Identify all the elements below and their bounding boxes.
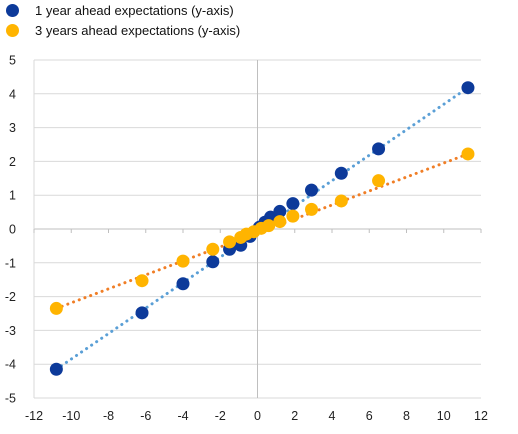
legend-marker-3-years <box>6 23 19 37</box>
x-tick-label: -10 <box>62 409 80 423</box>
legend-label-1-year: 1 year ahead expectations (y-axis) <box>35 2 234 18</box>
y-tick-label: -1 <box>5 256 16 270</box>
point-series-0-12 <box>305 183 319 197</box>
point-series-1-2 <box>176 254 190 268</box>
x-axis-ticks: -12 -10 -8 -6 -4 -2 0 2 4 6 8 10 12 <box>25 409 488 423</box>
legend-marker-1-year <box>6 3 19 17</box>
point-series-1-1 <box>135 274 149 288</box>
x-tick-label: 6 <box>366 409 373 423</box>
data-points <box>49 81 475 376</box>
y-tick-label: 1 <box>9 189 16 203</box>
y-tick-label: 5 <box>9 54 16 68</box>
y-axis-ticks: 5 4 3 2 1 0 -1 -2 -3 -4 -5 <box>5 54 16 406</box>
y-tick-label: -5 <box>5 392 16 406</box>
point-series-0-14 <box>372 142 386 156</box>
y-tick-label: 4 <box>9 87 16 101</box>
x-tick-label: 10 <box>437 409 451 423</box>
y-tick-label: -4 <box>5 358 16 372</box>
x-tick-label: 0 <box>254 409 261 423</box>
point-series-1-3 <box>206 242 220 256</box>
point-series-1-14 <box>372 174 386 188</box>
x-tick-label: 4 <box>329 409 336 423</box>
x-tick-label: -4 <box>177 409 188 423</box>
x-tick-label: 2 <box>291 409 298 423</box>
point-series-1-12 <box>305 202 319 216</box>
x-tick-label: -12 <box>25 409 43 423</box>
legend-label-3-years: 3 years ahead expectations (y-axis) <box>35 22 241 38</box>
point-series-1-15 <box>461 147 475 161</box>
point-series-1-10 <box>273 215 287 229</box>
y-tick-label: -3 <box>5 324 16 338</box>
y-tick-label: 2 <box>9 155 16 169</box>
y-tick-label: -2 <box>5 290 16 304</box>
x-tick-label: -8 <box>103 409 114 423</box>
legend-item-3-years: 3 years ahead expectations (y-axis) <box>6 20 240 40</box>
point-series-0-1 <box>135 306 149 320</box>
point-series-1-9 <box>262 219 276 233</box>
x-tick-label: 12 <box>474 409 488 423</box>
point-series-0-0 <box>49 362 63 376</box>
point-series-0-3 <box>206 255 220 269</box>
point-series-1-0 <box>49 301 63 315</box>
y-tick-label: 3 <box>9 121 16 135</box>
x-tick-label: -6 <box>140 409 151 423</box>
legend-item-1-year: 1 year ahead expectations (y-axis) <box>6 0 240 20</box>
point-series-1-4 <box>223 235 237 249</box>
point-series-1-13 <box>334 194 348 208</box>
point-series-0-10 <box>273 204 287 218</box>
legend: 1 year ahead expectations (y-axis) 3 yea… <box>6 0 240 40</box>
point-series-0-15 <box>461 81 475 95</box>
x-tick-label: 8 <box>403 409 410 423</box>
point-series-1-11 <box>286 209 300 223</box>
y-tick-label: 0 <box>9 223 16 237</box>
point-series-0-11 <box>286 197 300 211</box>
point-series-0-13 <box>334 166 348 180</box>
point-series-0-2 <box>176 277 190 291</box>
x-tick-label: -2 <box>215 409 226 423</box>
